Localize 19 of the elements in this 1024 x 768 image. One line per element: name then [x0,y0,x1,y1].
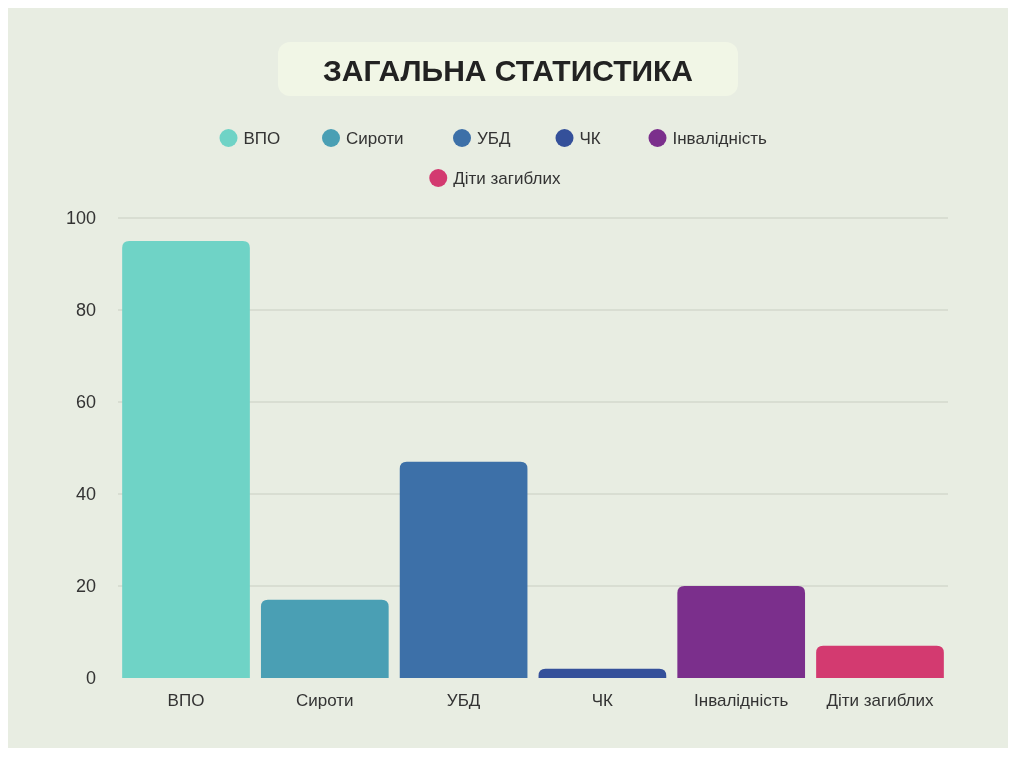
x-tick-label: Сироти [296,691,354,710]
legend-label: ВПО [243,128,281,148]
legend-label: Діти загиблих [453,168,561,188]
legend-label: Інвалідність [672,128,767,148]
y-tick-label: 100 [65,208,96,229]
y-tick-label: 80 [75,300,96,321]
x-tick-label: ВПО [167,691,205,710]
y-tick-label: 40 [75,484,96,505]
x-tick-label: Інвалідність [694,691,789,710]
y-tick-label: 0 [85,668,96,689]
chart-title: ЗАГАЛЬНА СТАТИСТИКА [322,53,694,87]
y-tick-label: 20 [75,576,96,597]
x-tick-label: Діти загиблих [826,691,935,710]
legend-label: Сироти [346,128,404,148]
x-tick-label: ЧК [591,691,614,710]
legend-label: УБД [477,128,511,148]
y-tick-label: 60 [75,392,96,413]
x-tick-label: УБД [446,691,481,710]
legend-label: ЧК [579,128,601,148]
